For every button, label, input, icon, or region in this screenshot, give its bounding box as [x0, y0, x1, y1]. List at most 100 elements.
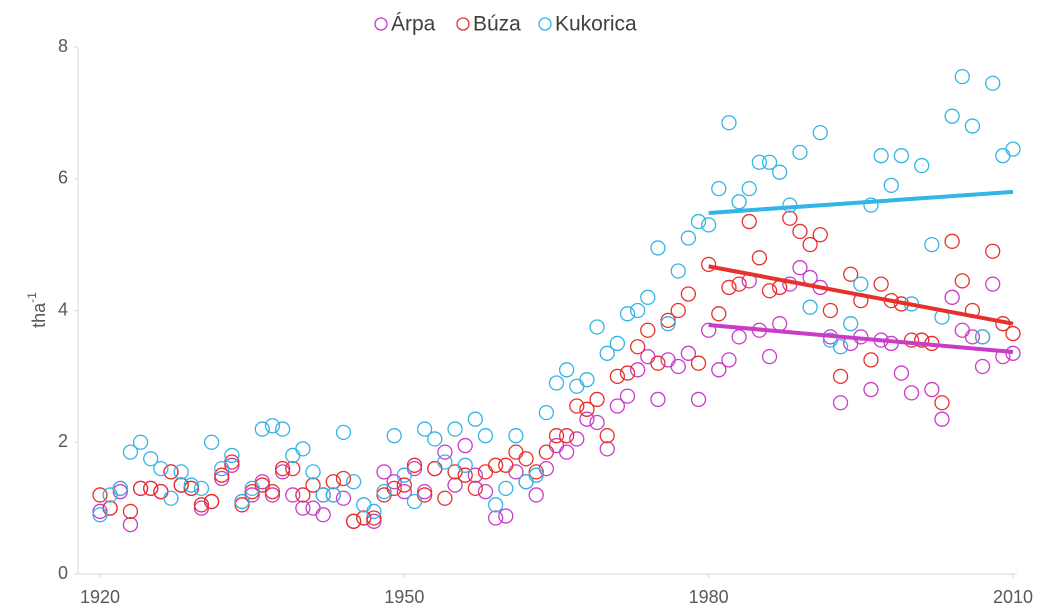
point	[548, 375, 565, 391]
point	[630, 302, 646, 319]
point	[163, 490, 179, 506]
point	[477, 464, 494, 480]
point	[711, 306, 727, 322]
point	[761, 283, 778, 299]
point	[264, 487, 281, 503]
point	[822, 302, 839, 319]
point	[335, 470, 352, 487]
point	[457, 457, 473, 473]
point	[406, 460, 423, 477]
point	[457, 467, 473, 483]
y-axis-label: tha-1	[25, 292, 49, 328]
point	[599, 345, 615, 361]
point	[538, 444, 555, 460]
point	[599, 428, 615, 444]
point	[285, 460, 301, 477]
point	[660, 352, 676, 368]
point	[214, 460, 230, 477]
point	[173, 464, 189, 480]
point	[153, 460, 169, 477]
point	[690, 213, 707, 230]
point	[944, 108, 960, 124]
point	[345, 474, 362, 490]
point	[437, 444, 453, 460]
point	[234, 497, 250, 513]
point	[193, 500, 210, 516]
point	[356, 497, 372, 513]
point	[538, 404, 555, 421]
point	[721, 352, 737, 368]
point	[731, 276, 747, 292]
point	[143, 451, 159, 467]
point	[660, 316, 676, 332]
legend-label: Búza	[473, 13, 521, 36]
point	[122, 516, 139, 533]
point	[853, 276, 869, 292]
point	[873, 276, 889, 292]
point	[274, 460, 291, 477]
point	[741, 213, 757, 230]
point	[954, 322, 970, 338]
point	[974, 329, 991, 345]
point	[772, 316, 788, 332]
trend-line	[708, 323, 1014, 354]
point	[944, 289, 960, 305]
point	[376, 464, 392, 480]
point	[366, 503, 382, 520]
point	[264, 484, 281, 500]
point	[285, 487, 301, 503]
point	[964, 118, 981, 134]
point	[427, 431, 443, 447]
point	[609, 368, 626, 385]
point	[437, 490, 453, 506]
point	[508, 428, 524, 444]
point	[751, 154, 768, 170]
point	[772, 164, 788, 180]
y-tick-label: 2	[58, 431, 68, 451]
point	[995, 148, 1011, 164]
point	[498, 508, 514, 524]
point	[183, 480, 199, 497]
point	[487, 497, 504, 513]
point	[203, 493, 220, 510]
point	[214, 470, 230, 487]
point	[893, 148, 910, 164]
point	[619, 306, 636, 322]
point	[883, 177, 899, 193]
point	[792, 223, 808, 240]
point	[112, 480, 128, 497]
point	[254, 477, 270, 493]
point	[903, 385, 920, 401]
point	[701, 256, 717, 273]
point	[630, 339, 646, 355]
legend-marker	[538, 17, 552, 31]
point	[498, 480, 514, 497]
point	[548, 428, 565, 444]
point	[914, 157, 930, 174]
point	[630, 362, 646, 378]
point	[153, 484, 169, 500]
point	[650, 240, 666, 256]
point	[670, 263, 686, 279]
point	[792, 144, 808, 161]
point	[812, 227, 828, 243]
point	[295, 500, 311, 516]
point	[244, 480, 260, 497]
point	[416, 487, 433, 503]
point	[609, 398, 626, 414]
point	[528, 464, 544, 480]
point	[954, 273, 970, 289]
point	[102, 500, 118, 516]
point	[812, 124, 828, 141]
point	[477, 484, 494, 500]
point	[447, 477, 463, 493]
point	[569, 431, 585, 447]
point	[741, 180, 757, 197]
point	[558, 428, 575, 444]
point	[447, 421, 463, 437]
point	[528, 487, 544, 503]
point	[670, 302, 686, 319]
point	[893, 365, 910, 381]
y-tick-label: 4	[58, 299, 68, 319]
point	[711, 180, 727, 197]
